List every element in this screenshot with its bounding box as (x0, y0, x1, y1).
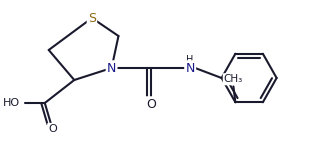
Text: N: N (107, 61, 116, 75)
Text: S: S (88, 11, 96, 25)
Text: CH₃: CH₃ (224, 74, 243, 84)
Text: N: N (186, 61, 195, 75)
Text: HO: HO (3, 98, 20, 108)
Text: O: O (48, 124, 57, 134)
Text: O: O (146, 97, 156, 111)
Text: H: H (187, 55, 194, 65)
